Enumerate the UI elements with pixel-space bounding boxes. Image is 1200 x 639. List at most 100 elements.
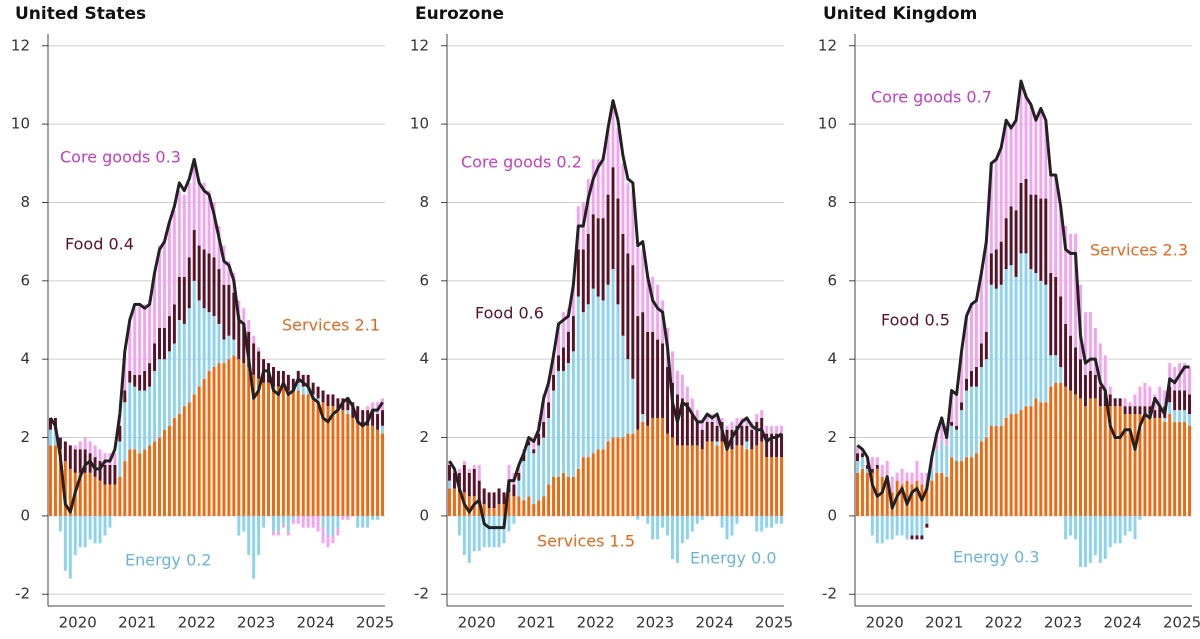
bar-segment	[182, 323, 186, 407]
bar-segment	[257, 347, 261, 352]
bar-segment	[661, 515, 665, 528]
bar-segment	[1083, 374, 1087, 407]
x-tick-label: 2022	[577, 614, 615, 632]
bar-segment	[296, 370, 300, 383]
bar-segment	[631, 433, 635, 516]
bar-segment	[1133, 406, 1137, 415]
bar-segment	[989, 425, 993, 516]
bar-segment	[133, 386, 137, 450]
bar-segment	[477, 500, 481, 516]
bar-segment	[557, 476, 560, 516]
bar-segment	[910, 515, 914, 536]
bar-segment	[128, 449, 132, 516]
bar-segment	[885, 476, 889, 516]
bar-segment	[222, 339, 226, 364]
bar-segment	[457, 468, 461, 473]
bar-segment	[606, 284, 610, 442]
bar-segment	[212, 316, 216, 368]
bar-segment	[611, 167, 615, 270]
bar-segment	[467, 515, 471, 563]
bar-segment	[103, 453, 107, 465]
bar-segment	[272, 531, 275, 536]
bar-segment	[1123, 414, 1127, 516]
bar-segment	[581, 249, 585, 313]
bar-segment	[1123, 398, 1127, 407]
bar-segment	[371, 425, 375, 516]
bar-segment	[88, 472, 92, 516]
bar-segment	[1039, 198, 1043, 281]
bar-segment	[1074, 347, 1078, 395]
bar-segment	[177, 414, 181, 516]
bar-segment	[755, 445, 759, 516]
x-tick-label: 2020	[866, 614, 904, 632]
bar-segment	[960, 461, 964, 516]
bar-segment	[1059, 382, 1063, 516]
bar-segment	[167, 425, 171, 516]
bar-segment	[1039, 280, 1043, 403]
bar-segment	[162, 429, 166, 516]
bar-segment	[242, 515, 246, 532]
y-tick-label: -2	[822, 585, 837, 603]
bar-segment	[915, 480, 919, 516]
bar-segment	[860, 453, 864, 458]
bar-segment	[177, 320, 181, 415]
bar-segment	[73, 445, 77, 450]
bar-segment	[207, 312, 211, 371]
bar-segment	[153, 441, 157, 516]
bar-segment	[336, 527, 340, 536]
bar-segment	[616, 198, 620, 305]
y-tick-label: 0	[419, 506, 429, 524]
bar-segment	[700, 449, 704, 516]
bar-segment	[138, 390, 142, 454]
bar-segment	[989, 163, 993, 254]
bar-segment	[1183, 390, 1187, 411]
bar-segment	[1074, 233, 1078, 348]
bar-segment	[661, 417, 665, 516]
bar-segment	[915, 461, 919, 481]
bar-segment	[252, 343, 256, 375]
bar-segment	[1014, 120, 1018, 211]
bar-segment	[636, 316, 640, 430]
bar-segment	[1074, 394, 1078, 516]
bar-segment	[212, 202, 216, 258]
bar-segment	[735, 425, 739, 446]
bar-segment	[557, 323, 560, 356]
bar-segment	[940, 441, 944, 473]
bar-segment	[276, 370, 280, 387]
bar-segment	[1113, 398, 1117, 407]
bar-segment	[775, 515, 779, 524]
bar-segment	[671, 351, 674, 383]
bar-segment	[257, 515, 261, 556]
bar-segment	[945, 476, 949, 516]
panel-title: United Kingdom	[823, 4, 977, 24]
bar-segment	[636, 429, 640, 516]
bar-segment	[1158, 386, 1162, 407]
bar-segment	[720, 417, 724, 422]
bar-segment	[306, 386, 310, 395]
bar-segment	[666, 367, 670, 434]
bar-segment	[83, 472, 87, 516]
bar-segment	[103, 464, 107, 485]
bar-segment	[636, 245, 640, 317]
bar-segment	[955, 394, 959, 426]
bar-segment	[83, 449, 87, 473]
bar-segment	[994, 249, 998, 289]
bar-segment	[108, 515, 112, 528]
bar-segment	[177, 276, 181, 320]
bar-segment	[286, 515, 290, 532]
bar-segment	[1014, 276, 1018, 415]
bar-segment	[276, 515, 280, 532]
bar-segment	[955, 461, 959, 516]
y-tick-label: 8	[827, 193, 837, 211]
bar-segment	[695, 421, 699, 446]
bar-segment	[331, 394, 335, 407]
bar-segment	[875, 468, 879, 516]
bar-segment	[656, 339, 660, 418]
bar-segment	[78, 441, 82, 450]
bar-segment	[331, 515, 335, 536]
bar-segment	[641, 249, 645, 313]
bar-segment	[527, 445, 531, 497]
bar-segment	[700, 421, 704, 430]
bar-segment	[306, 515, 310, 528]
bar-segment	[715, 441, 719, 446]
